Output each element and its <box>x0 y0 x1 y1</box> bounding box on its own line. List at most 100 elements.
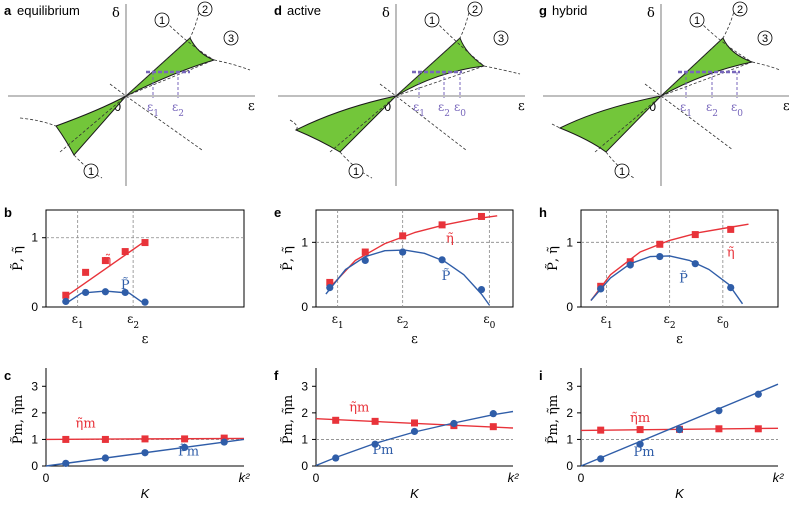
chart-panel-i: i 0 1 2 3 0 k² K P̃m, η̃m η̃m P̃m <box>539 368 784 501</box>
data-point-circle-0 <box>62 459 70 467</box>
data-point-circle-4 <box>141 298 149 306</box>
eps-tick-1: ε2 <box>706 100 718 119</box>
delta-axis-label: δ <box>647 6 655 21</box>
data-point-circle-4 <box>489 410 497 418</box>
boundary-curve-7 <box>551 123 561 129</box>
curve-label-1: 2 <box>467 1 483 17</box>
curve-label-2: 3 <box>757 30 773 46</box>
boundary-curve-2 <box>125 59 215 97</box>
x-tick-label-0: ε1 <box>72 312 84 331</box>
boundary-curve-3 <box>699 21 753 63</box>
curve-label-2: 3 <box>493 30 509 46</box>
data-point-square-3 <box>715 425 723 433</box>
y-tick-label-3: 3 <box>301 379 308 393</box>
data-point-circle-1 <box>371 440 379 448</box>
data-point-square-0 <box>332 416 340 424</box>
y-tick-label-0: 0 <box>301 300 308 314</box>
series-label: P̃ <box>121 277 130 293</box>
series-eta: η̃m <box>315 401 514 431</box>
chart-panel-f: f 0 1 2 3 0 k² K P̃m, η̃m η̃m P̃m <box>274 368 519 501</box>
panel-letter-e: e <box>274 205 281 220</box>
chart-panel-c: c 0 1 2 3 0 k² K P̃m, η̃m η̃m P̃m <box>4 368 250 501</box>
series-label: η̃ <box>446 231 454 246</box>
y-tick-label-3: 3 <box>566 379 573 393</box>
series-power: P̃m <box>315 410 514 467</box>
data-point-circle-0 <box>326 284 334 292</box>
curve-label-number: 2 <box>737 4 743 16</box>
panel-letter-g: g <box>539 3 547 18</box>
x-tick-label-right: k² <box>773 470 785 485</box>
series-label: η̃ <box>103 253 111 268</box>
data-point-square-4 <box>489 423 497 431</box>
series-power: P̃ <box>590 252 744 305</box>
boundary-curve-5 <box>751 61 781 71</box>
curve-label-circle <box>424 12 440 28</box>
fit-line <box>65 240 146 298</box>
y-tick-label-1: 1 <box>301 432 308 446</box>
eps-tick-2: ε0 <box>731 100 743 119</box>
boundary-curve-4 <box>722 7 736 39</box>
fit-line <box>329 215 498 289</box>
series-eta: η̃m <box>45 416 245 443</box>
data-point-square-4 <box>754 425 762 433</box>
x-tick-label-2: ε0 <box>717 312 729 331</box>
x-tick-label-1: ε2 <box>664 312 676 331</box>
curve-label-circle <box>614 163 630 179</box>
data-point-square-2 <box>656 240 664 248</box>
curve-label-0: 1 <box>154 12 170 28</box>
panel-letter-d: d <box>274 3 282 18</box>
series-power: P̃m <box>580 383 779 467</box>
x-tick-label-1: ε2 <box>127 312 139 331</box>
data-point-square-0 <box>62 435 70 443</box>
phase-panel-a: a equilibrium δ ε 0 1 2 3 1 ε1 ε2 <box>4 1 255 186</box>
curve-label-circle <box>757 30 773 46</box>
curve-label-number: 1 <box>159 15 165 27</box>
data-point-circle-2 <box>101 288 109 296</box>
curve-label-circle <box>223 30 239 46</box>
curve-label-circle <box>689 12 705 28</box>
y-tick-label-1: 1 <box>31 432 38 446</box>
data-point-circle-0 <box>332 454 340 462</box>
data-point-square-4 <box>220 434 228 442</box>
series-label: η̃m <box>630 411 650 426</box>
boundary-curve-2 <box>395 65 485 97</box>
panel-letter-a: a <box>4 3 12 18</box>
boundary-curve-7 <box>19 117 57 127</box>
data-point-circle-3 <box>715 407 723 415</box>
curve-label-0: 1 <box>689 12 705 28</box>
chart-panel-e: e 0 1 ε1 ε2 ε0 ε P̃, η̃ η̃ P̃ <box>274 205 514 347</box>
y-axis-label: P̃, η̃ <box>280 246 296 271</box>
data-point-circle-3 <box>181 443 189 451</box>
x-axis-label: ε <box>676 332 683 347</box>
series-label: η̃m <box>349 401 369 416</box>
curve-label-3: 1 <box>348 163 364 179</box>
y-axis-label: P̃, η̃ <box>545 246 561 271</box>
series-label: P̃m <box>372 442 393 458</box>
data-point-circle-4 <box>477 285 486 294</box>
x-tick-label-left: 0 <box>43 471 50 485</box>
data-point-square-4 <box>727 225 735 233</box>
x-axis-label: K <box>141 486 151 501</box>
curve-label-1: 2 <box>197 1 213 17</box>
x-tick-label-0: ε1 <box>601 312 613 331</box>
data-point-circle-1 <box>361 256 369 265</box>
origin-label: 0 <box>114 100 121 114</box>
data-point-circle-0 <box>597 285 605 293</box>
data-point-circle-2 <box>410 427 419 436</box>
curve-label-number: 1 <box>429 15 435 27</box>
x-axis-label: ε <box>411 332 418 347</box>
x-tick-label-0: ε1 <box>332 312 344 331</box>
phase-title-d: active <box>287 3 321 18</box>
data-point-square-3 <box>438 221 446 229</box>
panel-letter-i: i <box>539 368 543 383</box>
data-point-square-0 <box>326 278 334 286</box>
eps-tick-1: ε2 <box>438 100 450 119</box>
panel-letter-b: b <box>4 205 12 220</box>
data-point-square-2 <box>399 232 407 240</box>
y-tick-label-2: 2 <box>566 406 573 420</box>
fit-line <box>580 383 779 467</box>
x-axis-label: ε <box>142 332 149 347</box>
data-point-circle-0 <box>597 455 605 463</box>
